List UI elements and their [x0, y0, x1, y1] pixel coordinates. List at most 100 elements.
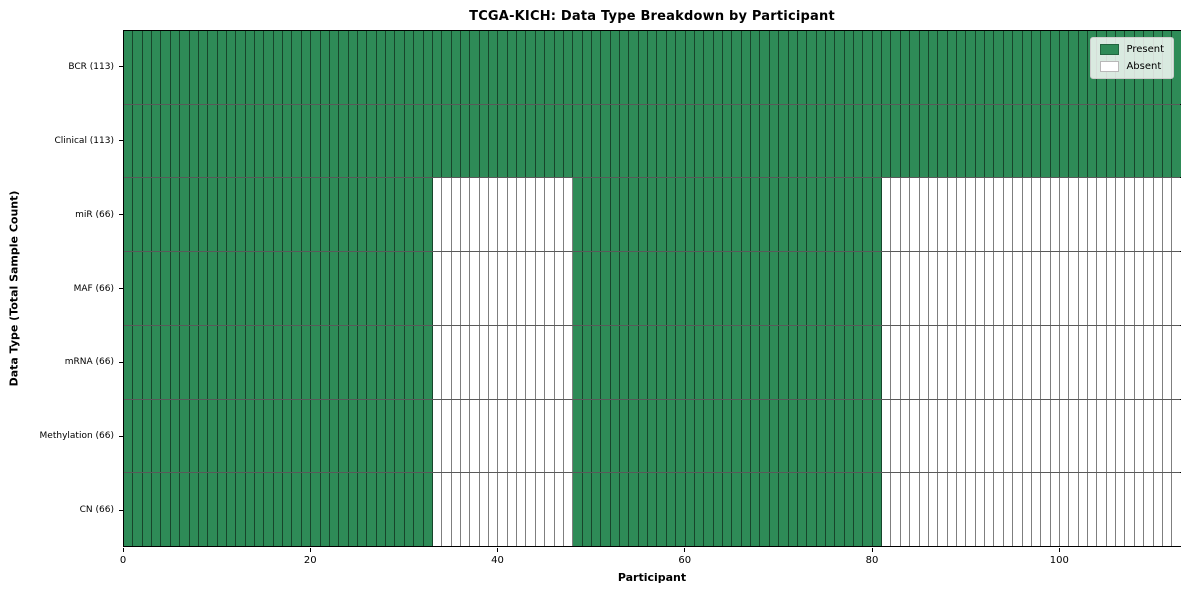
matrix-cell-absent: [526, 325, 536, 399]
matrix-cell-present: [629, 399, 639, 473]
matrix-cell-present: [170, 252, 181, 325]
matrix-cell-present: [779, 399, 789, 473]
matrix-cell-present: [723, 325, 733, 399]
matrix-cell-absent: [479, 178, 490, 252]
matrix-cell-present: [582, 31, 592, 104]
matrix-cell-present: [938, 104, 948, 178]
plot-area: [123, 30, 1181, 547]
matrix-cell-present: [423, 399, 433, 473]
matrix-cell-present: [685, 473, 695, 547]
matrix-cell-absent: [900, 178, 911, 252]
matrix-cell-absent: [498, 473, 508, 547]
x-tick-label: 80: [865, 555, 879, 566]
matrix-cell-present: [844, 178, 855, 252]
matrix-cell-present: [582, 178, 592, 252]
matrix-cell-present: [404, 399, 415, 473]
matrix-cell-present: [273, 104, 284, 178]
x-tick-mark: [497, 548, 498, 552]
matrix-cell-present: [900, 104, 911, 178]
matrix-cell-absent: [442, 325, 452, 399]
matrix-cell-present: [1069, 31, 1079, 104]
matrix-cell-present: [573, 31, 583, 104]
matrix-cell-present: [451, 31, 461, 104]
matrix-cell-present: [189, 31, 199, 104]
matrix-cell-present: [367, 104, 377, 178]
matrix-cell-absent: [451, 325, 461, 399]
matrix-cell-absent: [545, 399, 555, 473]
matrix-cell-present: [854, 178, 864, 252]
matrix-cell-present: [348, 252, 358, 325]
matrix-cell-absent: [507, 399, 518, 473]
matrix-cell-present: [835, 399, 845, 473]
matrix-cell-present: [591, 325, 602, 399]
matrix-cell-present: [676, 473, 686, 547]
matrix-cell-present: [339, 178, 349, 252]
matrix-cell-present: [386, 104, 396, 178]
matrix-cell-present: [283, 178, 293, 252]
matrix-cell-present: [255, 178, 265, 252]
matrix-cell-present: [152, 104, 162, 178]
matrix-cell-present: [872, 252, 883, 325]
matrix-cell-present: [357, 31, 368, 104]
matrix-cell-present: [844, 399, 855, 473]
matrix-cell-present: [1003, 31, 1014, 104]
matrix-cell-present: [273, 252, 284, 325]
matrix-cell-present: [498, 31, 508, 104]
matrix-cell-present: [386, 473, 396, 547]
matrix-cell-present: [582, 473, 592, 547]
matrix-cell-present: [348, 399, 358, 473]
matrix-cell-present: [1041, 31, 1051, 104]
matrix-cell-present: [1031, 31, 1042, 104]
matrix-cell-present: [198, 104, 209, 178]
matrix-cell-absent: [451, 252, 461, 325]
matrix-cell-present: [797, 178, 808, 252]
matrix-cell-absent: [891, 473, 901, 547]
matrix-cell-absent: [1003, 399, 1014, 473]
matrix-cell-present: [198, 325, 209, 399]
matrix-cell-absent: [563, 399, 574, 473]
matrix-cell-present: [1172, 104, 1181, 178]
matrix-cell-present: [751, 325, 761, 399]
matrix-cell-present: [329, 252, 340, 325]
x-tick-mark: [1058, 548, 1060, 552]
matrix-cell-present: [357, 252, 368, 325]
matrix-cell-present: [573, 325, 583, 399]
y-tick-label: Clinical (113): [54, 135, 114, 146]
matrix-cell-absent: [1162, 399, 1173, 473]
matrix-cell-present: [320, 178, 330, 252]
matrix-cell-absent: [928, 473, 939, 547]
matrix-cell-absent: [545, 325, 555, 399]
matrix-cell-present: [1134, 104, 1145, 178]
matrix-cell-present: [872, 473, 883, 547]
matrix-cell-present: [339, 399, 349, 473]
matrix-cell-absent: [985, 473, 995, 547]
matrix-cell-absent: [938, 252, 948, 325]
matrix-cell-present: [133, 325, 143, 399]
matrix-cell-present: [189, 178, 199, 252]
matrix-cell-present: [694, 31, 705, 104]
matrix-cell-present: [760, 104, 770, 178]
matrix-cell-present: [723, 178, 733, 252]
matrix-cell-absent: [975, 325, 986, 399]
matrix-cell-present: [769, 399, 780, 473]
matrix-cell-present: [769, 473, 780, 547]
matrix-cell-present: [376, 104, 387, 178]
matrix-cell-present: [919, 31, 929, 104]
legend-item: Present: [1100, 44, 1164, 55]
matrix-cell-absent: [1050, 325, 1060, 399]
matrix-cell-absent: [891, 178, 901, 252]
matrix-cell-absent: [882, 178, 892, 252]
matrix-cell-present: [816, 473, 826, 547]
matrix-cell-present: [142, 104, 153, 178]
y-tick-mark: [119, 140, 123, 142]
matrix-cell-present: [741, 325, 752, 399]
matrix-cell-absent: [1106, 399, 1117, 473]
matrix-cell-absent: [1125, 178, 1135, 252]
matrix-cell-present: [367, 473, 377, 547]
matrix-cell-present: [891, 104, 901, 178]
matrix-cell-absent: [1088, 473, 1098, 547]
matrix-cell-absent: [1106, 252, 1117, 325]
matrix-cell-present: [283, 325, 293, 399]
matrix-cell-present: [797, 399, 808, 473]
matrix-cell-present: [751, 399, 761, 473]
